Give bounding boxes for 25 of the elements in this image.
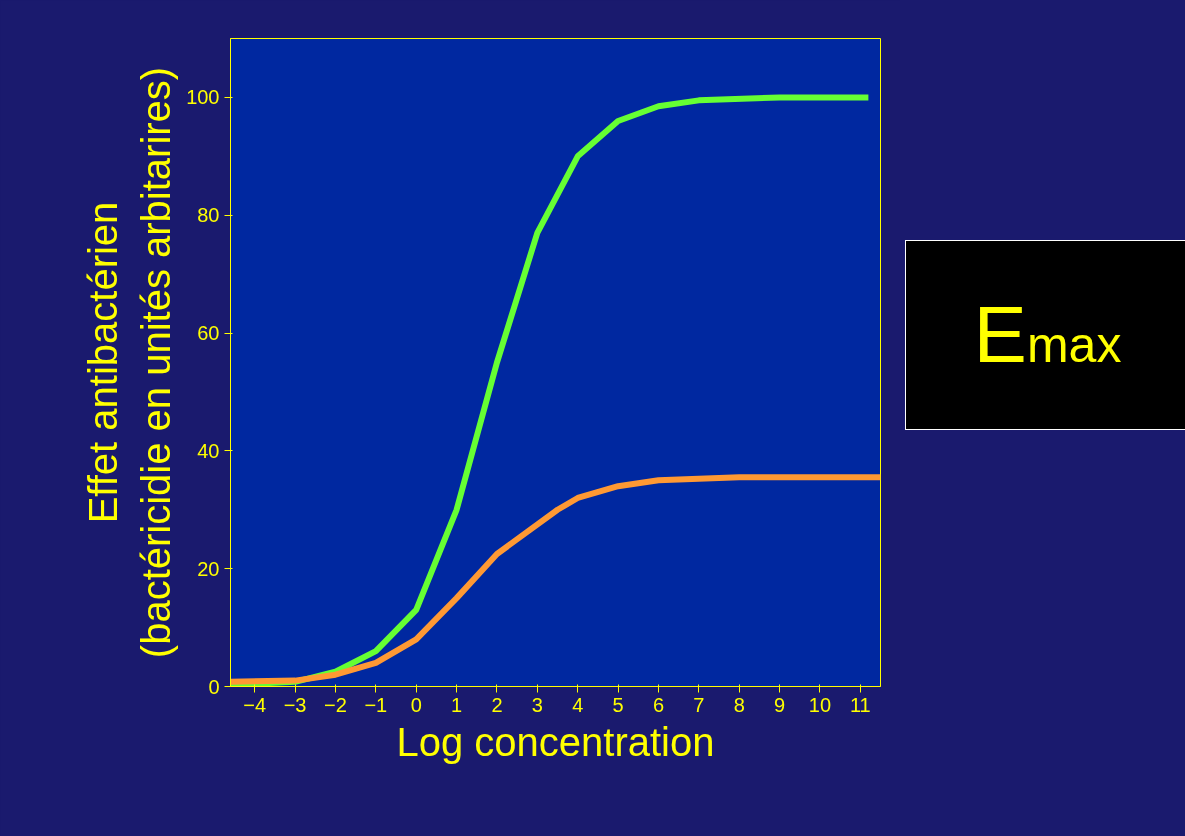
y-tick-label: 40 bbox=[197, 439, 220, 462]
x-tick-label: 1 bbox=[451, 693, 463, 716]
x-tick-label: 0 bbox=[410, 693, 422, 716]
x-axis-title: Log concentration bbox=[396, 719, 715, 764]
y-tick-label: 100 bbox=[186, 86, 220, 109]
y-tick-label: 80 bbox=[197, 204, 220, 227]
y-axis-title: Effet antibactérien (bactéricidie en unités arbitarires) bbox=[81, 66, 179, 659]
x-tick-label: −2 bbox=[324, 693, 347, 716]
x-tick-label: 4 bbox=[572, 693, 584, 716]
x-tick-label: −3 bbox=[283, 693, 307, 716]
x-tick-label: 6 bbox=[652, 693, 665, 716]
x-tick-label: 2 bbox=[491, 693, 503, 716]
x-tick-label: 5 bbox=[612, 693, 624, 716]
x-tick-label: 8 bbox=[733, 693, 745, 716]
y-tick-label: 60 bbox=[197, 322, 220, 345]
x-tick-label: −4 bbox=[243, 693, 267, 716]
x-tick-label: 3 bbox=[531, 693, 543, 716]
x-tick-label: 11 bbox=[849, 693, 871, 716]
x-tick-label: 9 bbox=[774, 693, 786, 716]
x-tick-label: −1 bbox=[364, 693, 388, 716]
x-tick-label: 10 bbox=[808, 693, 832, 716]
y-tick-label: 20 bbox=[197, 557, 220, 580]
text: Emax bbox=[973, 288, 1122, 381]
x-tick-label: 7 bbox=[693, 693, 705, 716]
y-tick-label: 0 bbox=[208, 675, 220, 698]
